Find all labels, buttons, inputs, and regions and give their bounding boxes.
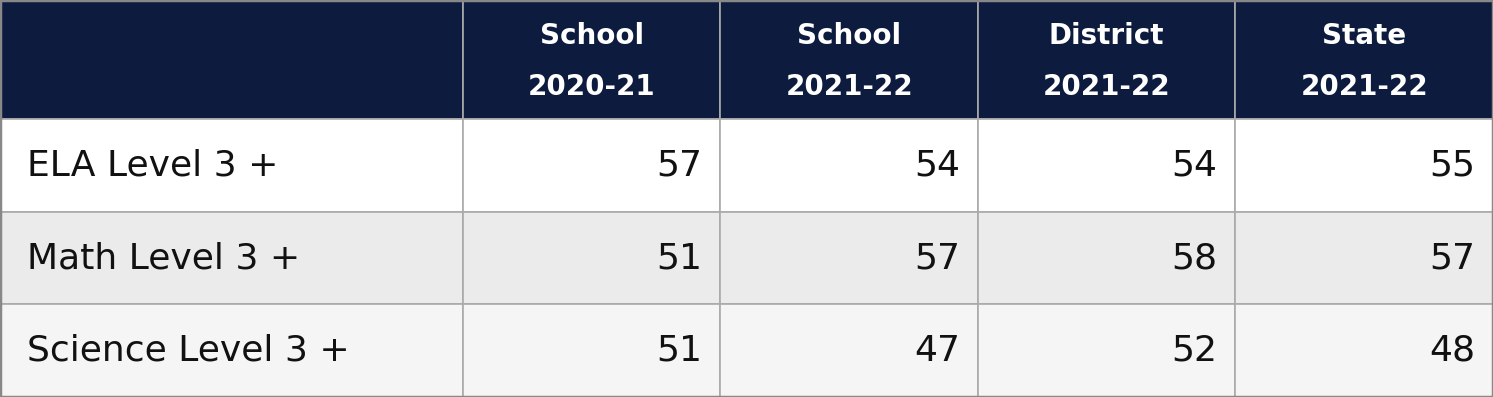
Bar [1236,119,1493,212]
Bar [720,304,978,397]
Text: 47: 47 [914,334,960,368]
Bar [978,212,1236,304]
Text: School: School [539,22,643,50]
Bar [0,304,463,397]
Bar [463,212,720,304]
Text: School: School [797,22,902,50]
Text: District: District [1050,22,1165,50]
Bar [720,0,978,119]
Text: 48: 48 [1429,334,1475,368]
Bar [720,119,978,212]
Bar [1236,212,1493,304]
Bar [1236,304,1493,397]
Bar [463,304,720,397]
Text: 2021-22: 2021-22 [785,73,912,101]
Text: 52: 52 [1172,334,1218,368]
Bar [463,119,720,212]
Bar [978,0,1236,119]
Text: 55: 55 [1429,148,1475,182]
Bar [1236,0,1493,119]
Text: Science Level 3 +: Science Level 3 + [27,334,349,368]
Text: 51: 51 [657,241,702,275]
Text: Math Level 3 +: Math Level 3 + [27,241,300,275]
Text: ELA Level 3 +: ELA Level 3 + [27,148,278,182]
Text: 2021-22: 2021-22 [1044,73,1171,101]
Bar [0,0,463,119]
Bar [0,119,463,212]
Text: 54: 54 [1172,148,1218,182]
Bar [463,0,720,119]
Text: 54: 54 [914,148,960,182]
Text: 2020-21: 2020-21 [529,73,655,101]
Text: 57: 57 [914,241,960,275]
Bar [978,119,1236,212]
Bar [0,212,463,304]
Bar [978,304,1236,397]
Text: 58: 58 [1172,241,1218,275]
Text: 51: 51 [657,334,702,368]
Text: 2021-22: 2021-22 [1300,73,1427,101]
Text: 57: 57 [1429,241,1475,275]
Text: State: State [1323,22,1406,50]
Bar [720,212,978,304]
Text: 57: 57 [657,148,702,182]
